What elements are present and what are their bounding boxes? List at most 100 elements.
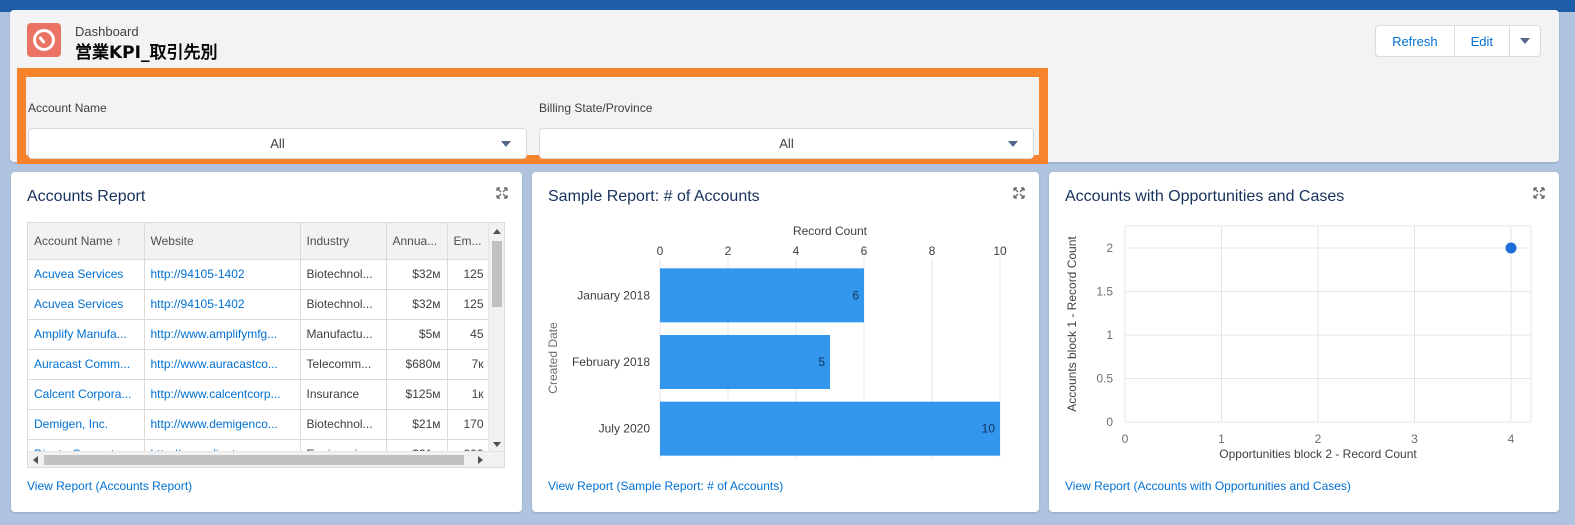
filter-label-billing-state: Billing State/Province: [539, 101, 653, 115]
table-cell: $32м: [386, 259, 448, 290]
bar-chart: Record Count 0 2 4 6 8 10 Created Date January 2…: [546, 224, 1007, 458]
table-cell[interactable]: Amplify Manufa...: [28, 319, 145, 350]
chevron-down-icon: [501, 141, 511, 147]
x-tick-label: 2: [725, 244, 732, 258]
column-header[interactable]: Website: [144, 223, 301, 260]
plot-area: [1124, 225, 1532, 423]
refresh-button[interactable]: Refresh: [1376, 26, 1455, 56]
table-cell[interactable]: Auracast Comm...: [28, 349, 145, 380]
scroll-up-icon[interactable]: [493, 229, 501, 234]
y-tick-label: 1.5: [1096, 285, 1113, 299]
table-cell[interactable]: http://www.auracastco...: [144, 349, 301, 380]
data-label: 5: [818, 355, 825, 369]
accounts-table: Account Name ↑ Website Industry Annua... Em.…: [27, 222, 505, 468]
table-cell[interactable]: Acuvea Services: [28, 289, 145, 320]
table-cell: 45: [447, 319, 491, 350]
filter-panel: Account Name All Billing State/Province …: [17, 68, 1048, 164]
scroll-left-icon[interactable]: [33, 456, 38, 464]
y-tick-label: 0: [1106, 415, 1113, 429]
table-cell: 170: [447, 409, 491, 440]
table-row: Calcent Corpora... http://www.calcentcorp…: [28, 379, 491, 410]
sample-report-card: Sample Report: # of Accounts Record Coun…: [532, 172, 1039, 512]
scroll-down-icon[interactable]: [493, 442, 501, 447]
table-cell: 125: [447, 289, 491, 320]
object-type-label: Dashboard: [75, 24, 139, 39]
table-cell: $680м: [386, 349, 448, 380]
filter-value: All: [779, 136, 794, 151]
expand-icon[interactable]: [1533, 187, 1545, 199]
x-tick-label: 3: [1411, 432, 1418, 446]
vertical-scrollbar[interactable]: [488, 223, 504, 453]
table-cell: Telecomm...: [300, 349, 387, 380]
y-axis-title: Created Date: [546, 322, 560, 394]
table-cell: 7к: [447, 349, 491, 380]
column-header[interactable]: Industry: [300, 223, 387, 260]
dashboard-header: Dashboard 営業KPI_取引先別 Refresh Edit Accoun…: [10, 10, 1559, 164]
table-row: Demigen, Inc. http://www.demigenco... Biot…: [28, 409, 491, 440]
filter-label-account-name: Account Name: [28, 101, 107, 115]
chevron-down-icon: [1520, 38, 1530, 44]
bar: [660, 335, 830, 389]
accounts-opps-cases-card: Accounts with Opportunities and Cases 0 1…: [1049, 172, 1559, 512]
filter-select-billing-state[interactable]: All: [539, 128, 1034, 159]
y-tick-label: 1: [1106, 328, 1113, 342]
category-label: January 2018: [577, 288, 650, 302]
table-cell: Manufactu...: [300, 319, 387, 350]
horizontal-scrollbar[interactable]: [28, 451, 504, 467]
expand-icon[interactable]: [496, 187, 508, 199]
y-tick-label: 2: [1106, 241, 1113, 255]
x-axis-title: Opportunities block 2 - Record Count: [1219, 447, 1417, 461]
column-header[interactable]: Em...: [447, 223, 491, 260]
table-cell: Insurance: [300, 379, 387, 410]
x-tick-label: 1: [1218, 432, 1225, 446]
x-tick-label: 10: [993, 244, 1007, 258]
table-header-row: Account Name ↑ Website Industry Annua... Em.…: [28, 223, 491, 260]
view-report-link[interactable]: View Report (Accounts with Opportunities…: [1065, 479, 1351, 493]
x-tick-label: 2: [1315, 432, 1322, 446]
category-label: February 2018: [572, 355, 650, 369]
column-header[interactable]: Annua...: [386, 223, 448, 260]
expand-icon[interactable]: [1013, 187, 1025, 199]
y-axis-title: Accounts block 1 - Record Count: [1065, 236, 1079, 412]
scrollbar-thumb[interactable]: [492, 241, 502, 307]
table-cell[interactable]: Calcent Corpora...: [28, 379, 145, 410]
table-cell: $5м: [386, 319, 448, 350]
edit-button[interactable]: Edit: [1455, 26, 1510, 56]
scrollbar-thumb[interactable]: [44, 455, 464, 465]
table-row: Amplify Manufa... http://www.amplifymfg..…: [28, 319, 491, 350]
category-label: July 2020: [599, 422, 651, 436]
view-report-link[interactable]: View Report (Accounts Report): [27, 479, 193, 493]
filter-select-account-name[interactable]: All: [28, 128, 527, 159]
table-cell: $32м: [386, 289, 448, 320]
table-cell[interactable]: http://94105-1402: [144, 259, 301, 290]
column-header[interactable]: Account Name ↑: [28, 223, 145, 260]
table-row: Acuvea Services http://94105-1402 Biotechn…: [28, 289, 491, 320]
x-axis-title: Record Count: [793, 224, 868, 238]
x-tick-label: 8: [929, 244, 936, 258]
data-label: 6: [852, 288, 859, 302]
card-title: Accounts Report: [27, 188, 146, 205]
x-tick-label: 0: [1122, 432, 1129, 446]
more-actions-button[interactable]: [1510, 26, 1540, 56]
top-band: [0, 0, 1575, 12]
table-cell: Biotechnol...: [300, 289, 387, 320]
bar: [660, 401, 1000, 456]
card-title: Sample Report: # of Accounts: [548, 188, 760, 205]
header-button-group: Refresh Edit: [1375, 25, 1541, 57]
chevron-down-icon: [1008, 141, 1018, 147]
scroll-right-icon[interactable]: [478, 456, 483, 464]
view-report-link[interactable]: View Report (Sample Report: # of Account…: [548, 479, 784, 493]
table-cell: 1к: [447, 379, 491, 410]
x-tick-label: 6: [861, 244, 868, 258]
table-cell[interactable]: http://94105-1402: [144, 289, 301, 320]
table-cell: Biotechnol...: [300, 259, 387, 290]
table-cell[interactable]: http://www.demigenco...: [144, 409, 301, 440]
card-title: Accounts with Opportunities and Cases: [1065, 188, 1345, 205]
table-cell: $125м: [386, 379, 448, 410]
x-tick-label: 4: [793, 244, 800, 258]
table-cell[interactable]: http://www.amplifymfg...: [144, 319, 301, 350]
table-cell[interactable]: Demigen, Inc.: [28, 409, 145, 440]
table-cell[interactable]: Acuvea Services: [28, 259, 145, 290]
table-cell[interactable]: http://www.calcentcorp...: [144, 379, 301, 410]
